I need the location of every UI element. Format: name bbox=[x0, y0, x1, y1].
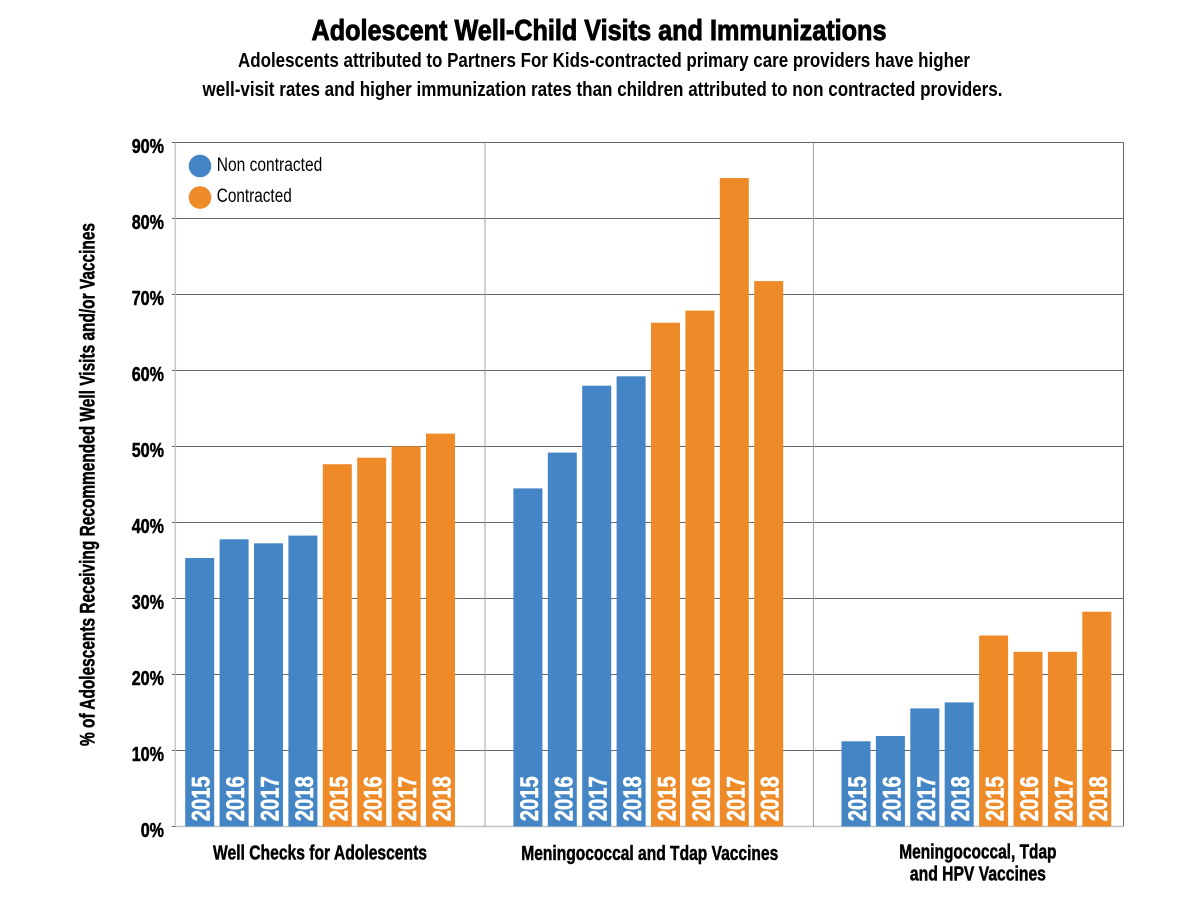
svg-text:20%: 20% bbox=[132, 668, 164, 690]
svg-text:2015: 2015 bbox=[325, 776, 353, 821]
svg-text:Well Checks for Adolescents: Well Checks for Adolescents bbox=[213, 843, 427, 865]
svg-text:2017: 2017 bbox=[913, 776, 941, 821]
svg-text:0%: 0% bbox=[141, 820, 164, 842]
svg-text:Contracted: Contracted bbox=[217, 186, 292, 207]
svg-text:2015: 2015 bbox=[844, 776, 872, 821]
svg-text:2018: 2018 bbox=[291, 776, 319, 821]
svg-text:2016: 2016 bbox=[222, 776, 250, 821]
svg-text:2015: 2015 bbox=[188, 776, 216, 821]
svg-text:Adolescents attributed to Part: Adolescents attributed to Partners For K… bbox=[238, 50, 970, 72]
svg-text:2016: 2016 bbox=[360, 776, 388, 821]
svg-text:2017: 2017 bbox=[257, 776, 285, 821]
svg-text:2016: 2016 bbox=[550, 776, 578, 821]
svg-text:well-visit rates and higher im: well-visit rates and higher immunization… bbox=[202, 79, 1003, 101]
svg-text:2018: 2018 bbox=[947, 776, 975, 821]
svg-text:2018: 2018 bbox=[1085, 776, 1113, 821]
svg-text:2016: 2016 bbox=[1016, 776, 1044, 821]
svg-text:Meningococcal and Tdap Vaccine: Meningococcal and Tdap Vaccines bbox=[521, 843, 778, 865]
svg-text:2017: 2017 bbox=[394, 776, 422, 821]
svg-text:Non contracted: Non contracted bbox=[217, 155, 323, 176]
svg-text:2015: 2015 bbox=[654, 776, 682, 821]
svg-text:2017: 2017 bbox=[1050, 776, 1078, 821]
svg-text:2016: 2016 bbox=[688, 776, 716, 821]
svg-text:Adolescent Well-Child Visits a: Adolescent Well-Child Visits and Immuniz… bbox=[312, 15, 887, 47]
svg-text:2015: 2015 bbox=[516, 776, 544, 821]
svg-text:2017: 2017 bbox=[722, 776, 750, 821]
svg-text:50%: 50% bbox=[132, 440, 164, 462]
svg-text:% of Adolescents Receiving Rec: % of Adolescents Receiving Recommended W… bbox=[77, 223, 100, 746]
svg-text:90%: 90% bbox=[132, 136, 164, 158]
svg-text:40%: 40% bbox=[132, 516, 164, 538]
svg-text:Meningococcal, Tdap: Meningococcal, Tdap bbox=[899, 841, 1056, 863]
svg-text:10%: 10% bbox=[132, 744, 164, 766]
svg-text:2015: 2015 bbox=[982, 776, 1010, 821]
svg-text:60%: 60% bbox=[132, 364, 164, 386]
svg-text:2018: 2018 bbox=[757, 776, 785, 821]
svg-text:80%: 80% bbox=[132, 212, 164, 234]
svg-text:70%: 70% bbox=[132, 288, 164, 310]
svg-text:2018: 2018 bbox=[429, 776, 457, 821]
svg-text:2017: 2017 bbox=[585, 776, 613, 821]
svg-text:2018: 2018 bbox=[619, 776, 647, 821]
svg-text:2016: 2016 bbox=[878, 776, 906, 821]
svg-text:30%: 30% bbox=[132, 592, 164, 614]
svg-text:and HPV Vaccines: and HPV Vaccines bbox=[910, 863, 1046, 885]
